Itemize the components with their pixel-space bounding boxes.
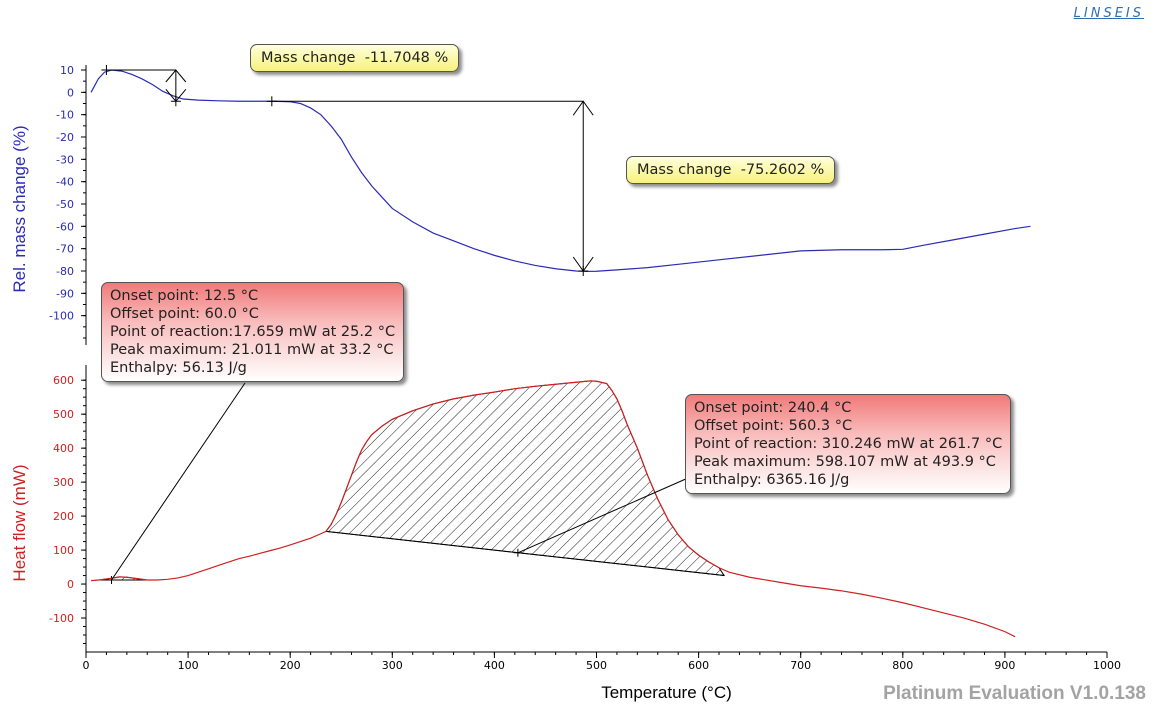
dsc-y-tick-label: 500 (53, 408, 74, 421)
dsc-y-tick-label: 0 (67, 578, 74, 591)
tg-y-tick-label: -60 (56, 220, 74, 233)
tg-y-tick-label: -70 (56, 243, 74, 256)
x-tick-label: 700 (790, 659, 811, 672)
tg-y-tick-label: -100 (49, 310, 74, 323)
tg-y-tick-label: -90 (56, 287, 74, 300)
mass-change-label-1: Mass change -11.7048 % (250, 44, 460, 72)
tg-y-tick-label: 10 (60, 64, 74, 77)
mass-change-2-start-marker (266, 96, 277, 107)
mass-change-2-label: Mass change (637, 162, 732, 178)
x-axis-title: Temperature (°C) (601, 683, 732, 702)
peak-1-onset: Onset point: 12.5 °C (110, 288, 259, 304)
peak-1-enthalpy: Enthalpy: 56.13 J/g (110, 360, 247, 376)
dsc-y-tick-label: 100 (53, 544, 74, 557)
mass-change-1-end-marker (170, 96, 181, 107)
dsc-peak-area-2 (325, 380, 726, 577)
x-tick-label: 400 (484, 659, 505, 672)
dsc-y-tick-label: 400 (53, 442, 74, 455)
peak-2-enthalpy: Enthalpy: 6365.16 J/g (694, 472, 850, 488)
tg-y-tick-label: 0 (67, 86, 74, 99)
linseis-logo: LINSEIS (1073, 6, 1144, 21)
peak-1-maximum: Peak maximum: 21.011 mW at 33.2 °C (110, 342, 394, 358)
peak-annotation-2: Onset point: 240.4 °C Offset point: 560.… (685, 394, 1012, 494)
peak-2-maximum: Peak maximum: 598.107 mW at 493.9 °C (694, 454, 996, 470)
peak-2-leader-line (517, 477, 689, 554)
dsc-y-tick-label: 600 (53, 374, 74, 387)
tg-y-axis-title: Rel. mass change (%) (10, 125, 29, 292)
x-tick-label: 1000 (1093, 659, 1121, 672)
dsc-y-tick-label: -100 (49, 612, 74, 625)
dsc-peak-baseline-2 (325, 530, 725, 577)
x-tick-label: 500 (586, 659, 607, 672)
mass-change-1-label: Mass change (261, 50, 356, 66)
peak-1-leader-line (111, 382, 246, 581)
x-tick-label: 800 (892, 659, 913, 672)
peak-2-reaction: Point of reaction: 310.246 mW at 261.7 °… (694, 436, 1003, 452)
x-tick-label: 300 (382, 659, 403, 672)
tg-y-tick-label: -50 (56, 198, 74, 211)
tg-y-tick-label: -40 (56, 176, 74, 189)
tg-mass-change-line (90, 69, 1031, 273)
peak-2-offset: Offset point: 560.3 °C (694, 418, 853, 434)
dsc-y-tick-label: 200 (53, 510, 74, 523)
dsc-y-axis-title: Heat flow (mW) (10, 464, 29, 581)
tg-y-tick-label: -80 (56, 265, 74, 278)
dsc-heat-flow-line (91, 380, 1016, 638)
peak-2-onset: Onset point: 240.4 °C (694, 400, 852, 416)
dsc-y-tick-label: 300 (53, 476, 74, 489)
mass-change-1-start-marker (101, 65, 112, 75)
peak-1-offset: Offset point: 60.0 °C (110, 306, 259, 322)
mass-change-2-end-marker (578, 266, 589, 276)
mass-change-label-2: Mass change -75.2602 % (626, 156, 836, 184)
tg-y-tick-label: -20 (56, 131, 74, 144)
tg-y-tick-label: -10 (56, 109, 74, 122)
x-tick-label: 0 (83, 659, 90, 672)
mass-change-1-value: -11.7048 % (364, 50, 449, 66)
x-tick-label: 600 (688, 659, 709, 672)
x-tick-label: 200 (280, 659, 301, 672)
software-version-footer: Platinum Evaluation V1.0.138 (883, 683, 1146, 704)
peak-1-reaction: Point of reaction:17.659 mW at 25.2 °C (110, 324, 396, 340)
peak-annotation-1: Onset point: 12.5 °C Offset point: 60.0 … (101, 282, 405, 382)
tg-y-tick-label: -30 (56, 153, 74, 166)
mass-change-2-value: -75.2602 % (740, 162, 825, 178)
x-tick-label: 900 (994, 659, 1015, 672)
x-tick-label: 100 (178, 659, 199, 672)
